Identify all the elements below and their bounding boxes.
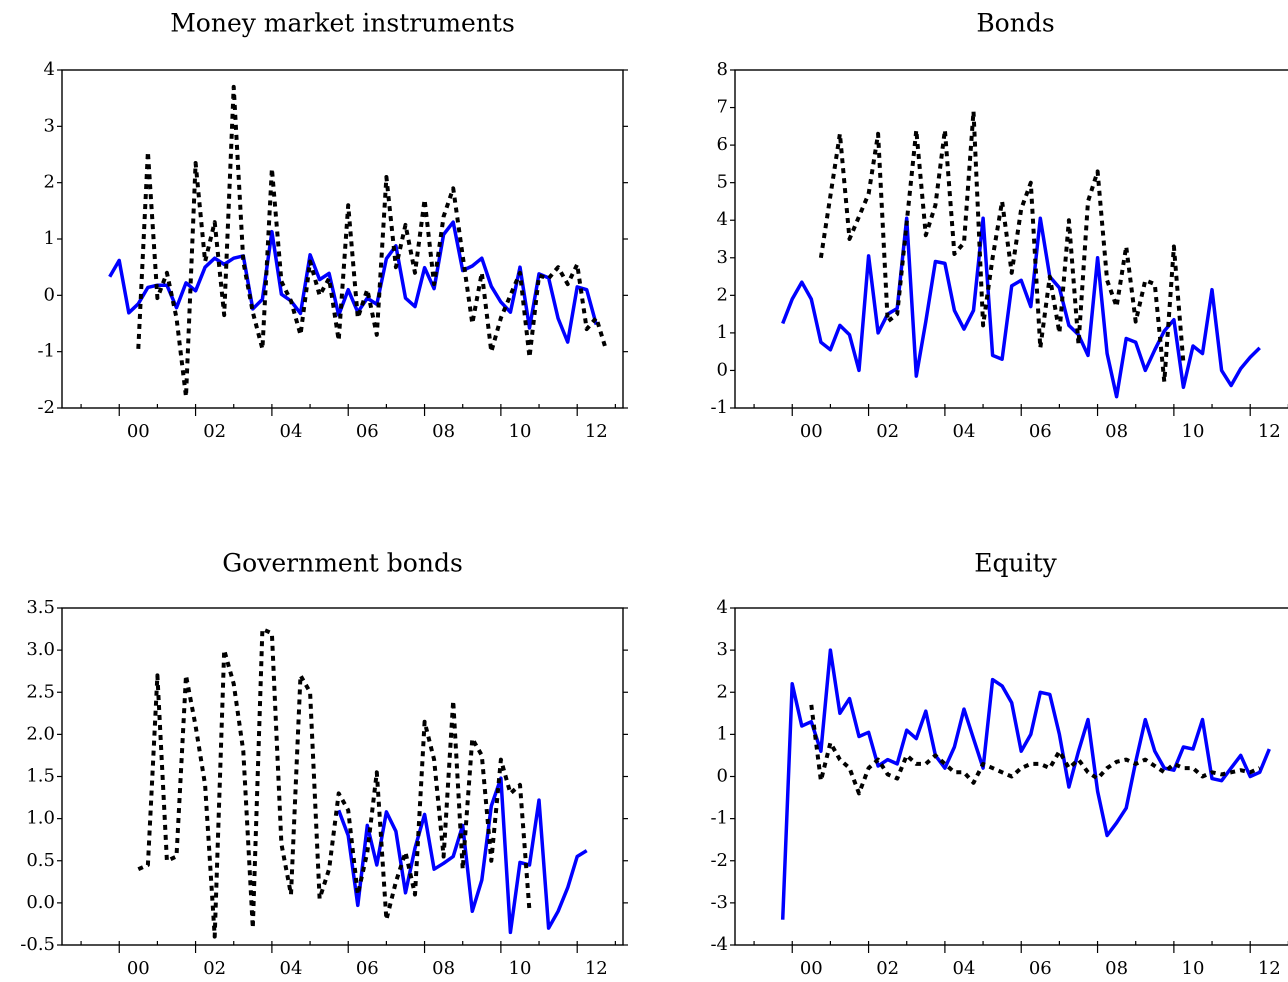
chart-title: Equity	[974, 549, 1057, 578]
x-tick-label: 02	[203, 421, 226, 442]
x-tick-label: 08	[432, 958, 455, 979]
y-tick-label: 0	[44, 284, 55, 305]
y-tick-label: 3.0	[26, 639, 55, 660]
y-tick-label: 3.5	[26, 597, 55, 618]
y-tick-label: 4	[717, 209, 728, 230]
x-tick-label: 10	[509, 958, 532, 979]
series-line-solid	[337, 776, 588, 935]
plot-frame	[61, 69, 624, 409]
y-tick-label: 0.5	[26, 850, 55, 871]
x-tick-label: 08	[1105, 958, 1128, 979]
y-tick-label: -1	[710, 808, 728, 829]
x-tick-label: 04	[280, 421, 303, 442]
y-tick-label: 2.5	[26, 681, 55, 702]
x-tick-label: 10	[1182, 958, 1205, 979]
y-tick-label: 3	[717, 639, 728, 660]
y-tick-label: -0.5	[20, 934, 55, 955]
y-tick-label: 2	[717, 681, 728, 702]
y-tick-label: 1.5	[26, 766, 55, 787]
x-tick-label: 06	[1029, 958, 1052, 979]
y-tick-label: -3	[710, 892, 728, 913]
x-tick-label: 02	[876, 958, 899, 979]
x-tick-label: 06	[1029, 421, 1052, 442]
y-tick-label: 1	[717, 322, 728, 343]
y-tick-label: 7	[717, 97, 728, 118]
y-tick-label: 3	[44, 115, 55, 136]
x-tick-label: 10	[509, 421, 532, 442]
y-tick-label: -4	[710, 934, 728, 955]
y-tick-label: 4	[717, 597, 728, 618]
chart-title: Money market instruments	[170, 9, 515, 38]
x-tick-label: 12	[585, 421, 608, 442]
chart-title: Government bonds	[222, 549, 463, 578]
x-tick-label: 06	[356, 958, 379, 979]
x-tick-label: 00	[800, 421, 823, 442]
x-tick-label: 02	[876, 421, 899, 442]
plot-frame	[61, 607, 624, 946]
series-line-solid	[780, 648, 1271, 920]
x-tick-label: 00	[127, 958, 150, 979]
chart-title: Bonds	[976, 9, 1054, 38]
series-line-solid	[781, 216, 1261, 399]
x-tick-label: 12	[1258, 421, 1281, 442]
x-tick-label: 04	[280, 958, 303, 979]
x-tick-label: 08	[432, 421, 455, 442]
x-tick-label: 12	[1258, 958, 1281, 979]
y-tick-label: 0	[717, 766, 728, 787]
x-tick-label: 00	[800, 958, 823, 979]
series-line-dotted	[136, 84, 608, 399]
y-tick-label: 1	[717, 723, 728, 744]
y-tick-label: 0.0	[26, 892, 55, 913]
y-tick-label: 2	[44, 172, 55, 193]
y-tick-label: 0	[717, 359, 728, 380]
y-tick-label: 2	[717, 284, 728, 305]
y-tick-label: 5	[717, 172, 728, 193]
x-tick-label: 12	[585, 958, 608, 979]
y-tick-label: -1	[710, 397, 728, 418]
y-tick-label: 1	[44, 228, 55, 249]
y-tick-label: 6	[717, 134, 728, 155]
x-tick-label: 04	[953, 958, 976, 979]
y-tick-label: 3	[717, 247, 728, 268]
series-line-dotted	[818, 109, 1186, 384]
series-line-solid	[108, 220, 598, 344]
x-tick-label: 10	[1182, 421, 1205, 442]
x-tick-label: 04	[953, 421, 976, 442]
x-tick-label: 00	[127, 421, 150, 442]
series-line-dotted	[137, 627, 532, 939]
x-tick-label: 02	[203, 958, 226, 979]
y-tick-label: 2.0	[26, 723, 55, 744]
plot-frame	[734, 69, 1288, 409]
y-tick-label: -2	[710, 850, 728, 871]
y-tick-label: 1.0	[26, 808, 55, 829]
y-tick-label: -2	[37, 397, 55, 418]
x-tick-label: 06	[356, 421, 379, 442]
y-tick-label: -1	[37, 341, 55, 362]
chart-3: Government bonds -0.5 0.0 0.5 1.0 1.5 2.0 2.5 3.…	[20, 549, 628, 979]
y-tick-label: 8	[717, 59, 728, 80]
series-line-dotted	[809, 704, 1261, 796]
x-tick-label: 08	[1105, 421, 1128, 442]
y-tick-label: 4	[44, 59, 55, 80]
